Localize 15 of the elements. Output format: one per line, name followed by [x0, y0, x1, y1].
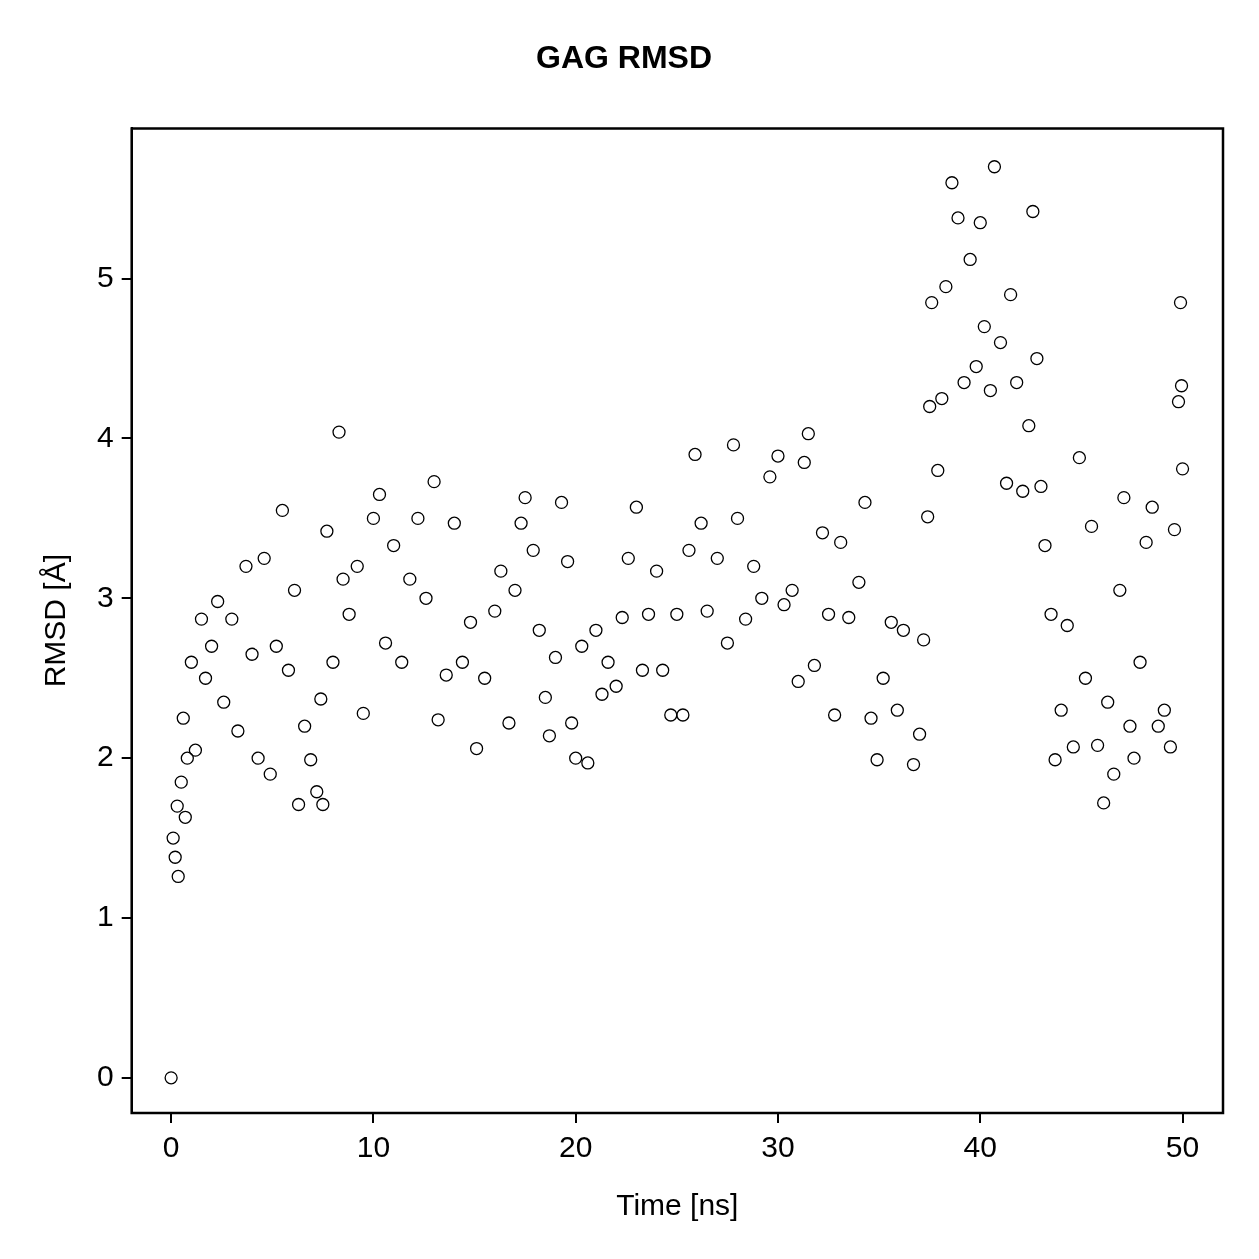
- y-axis-title: RMSD [Å]: [38, 554, 72, 688]
- y-tick-label: 4: [97, 419, 114, 453]
- y-tick-label: 1: [97, 899, 114, 933]
- x-tick-label: 30: [761, 1130, 795, 1164]
- y-tick-label: 3: [97, 579, 114, 613]
- x-tick-label: 40: [963, 1130, 997, 1164]
- x-axis-title: Time [ns]: [616, 1188, 739, 1222]
- y-tick-label: 0: [97, 1059, 114, 1093]
- x-tick-label: 20: [559, 1130, 593, 1164]
- x-tick-label: 10: [356, 1130, 391, 1164]
- chart-title: GAG RMSD: [536, 39, 712, 76]
- x-tick-label: 50: [1165, 1130, 1200, 1164]
- y-tick-label: 2: [97, 739, 114, 773]
- x-tick-label: 0: [162, 1130, 180, 1164]
- y-tick-label: 5: [97, 259, 114, 293]
